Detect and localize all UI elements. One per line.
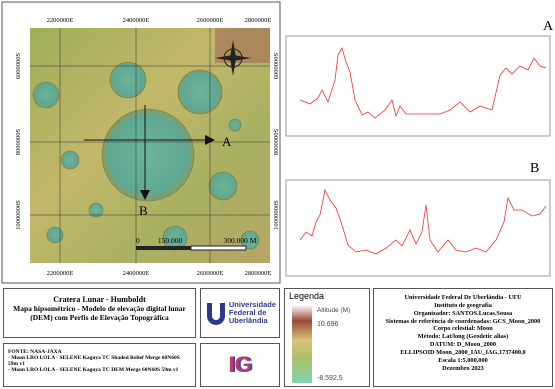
y-label-left: 8000000S xyxy=(15,128,22,155)
map-title: Cratera Lunar - Humboldt xyxy=(10,295,189,304)
x-label-top: 2800000E xyxy=(245,17,272,24)
info-line: Universidade Federal De Uberlândia - UFU xyxy=(376,294,550,302)
info-line: Método: Lat/long (Geodetic alias) xyxy=(376,333,550,341)
info-line: ELLIPSOID Moon_2000_IAU_IAG,1737400,0 xyxy=(376,349,550,357)
profile-b-label: B xyxy=(530,161,539,176)
title-box: Cratera Lunar - Humboldt Mapa hipsométri… xyxy=(3,288,196,338)
map-label-a: A xyxy=(222,134,232,149)
scale-label: 150.000 xyxy=(158,236,183,245)
profile-a-label: A xyxy=(543,19,554,34)
map-subtitle: Mapa hipsométrico - Modelo de elevação d… xyxy=(10,304,189,322)
profile-a-chart xyxy=(286,36,550,136)
scale-label: 300.000 M xyxy=(224,236,257,245)
source-line: - Moon LRO LOLA - SELENE Kaguya TC Shade… xyxy=(8,355,191,367)
legend-min: -8.592,5 xyxy=(317,375,343,382)
x-label-bottom: 2400000E xyxy=(123,270,150,277)
ig-logo: IG xyxy=(200,343,280,387)
legend-field: Altitude (M) xyxy=(317,307,350,314)
y-label-right: 10000000S xyxy=(273,200,280,230)
info-box: Universidade Federal De Uberlândia - UFU… xyxy=(373,288,553,387)
info-line: Corpo celestial: Moon xyxy=(376,325,550,333)
x-label-top: 2400000E xyxy=(123,17,150,24)
page: {"map":{"x_labels":["2200000E","2400000E… xyxy=(0,0,555,389)
x-label-top: 2200000E xyxy=(47,17,74,24)
map-layout: 2200000E 2200000E 2400000E 2400000E 2600000E… xyxy=(0,0,555,285)
scale-bar xyxy=(136,246,246,250)
ufu-line: Uberlândia xyxy=(229,317,276,325)
scale-label: 0 xyxy=(136,236,140,245)
info-line: Dezembro 2023 xyxy=(376,365,550,373)
x-label-bottom: 2800000E xyxy=(245,270,272,277)
info-line: Sistemas de referência de coordenadas: G… xyxy=(376,318,550,326)
y-label-left: 6000000S xyxy=(15,52,22,79)
x-label-bottom: 2200000E xyxy=(47,270,74,277)
legend-box: Legenda Altitude (M) 10.696 -8.592,5 xyxy=(284,288,370,387)
y-label-right: 8000000S xyxy=(273,128,280,155)
info-line: DATUM: D_Moon_2000 xyxy=(376,341,550,349)
legend-ramp xyxy=(292,305,312,383)
legend-title: Legenda xyxy=(285,289,369,303)
source-line: - Moon LRO LOLA - SELENE Kaguya TC DEM M… xyxy=(8,367,191,373)
sources-box: FONTE: NASA-JAXA- Moon LRO LOLA - SELENE… xyxy=(3,343,196,387)
ig-text: IG xyxy=(228,352,251,378)
ufu-icon xyxy=(204,301,226,325)
info-line: Escala 1:5,000,000 xyxy=(376,357,550,365)
x-label-bottom: 2600000E xyxy=(197,270,224,277)
x-label-top: 2600000E xyxy=(197,17,224,24)
info-line: Instituto de geografia xyxy=(376,302,550,310)
map-label-b: B xyxy=(139,203,148,218)
legend-max: 10.696 xyxy=(317,321,338,328)
y-label-right: 6000000S xyxy=(273,52,280,79)
profile-b-chart xyxy=(286,180,550,276)
y-label-left: 10000000S xyxy=(15,200,22,230)
info-line: Organizador: SANTOS.Lucas.Sousa xyxy=(376,310,550,318)
